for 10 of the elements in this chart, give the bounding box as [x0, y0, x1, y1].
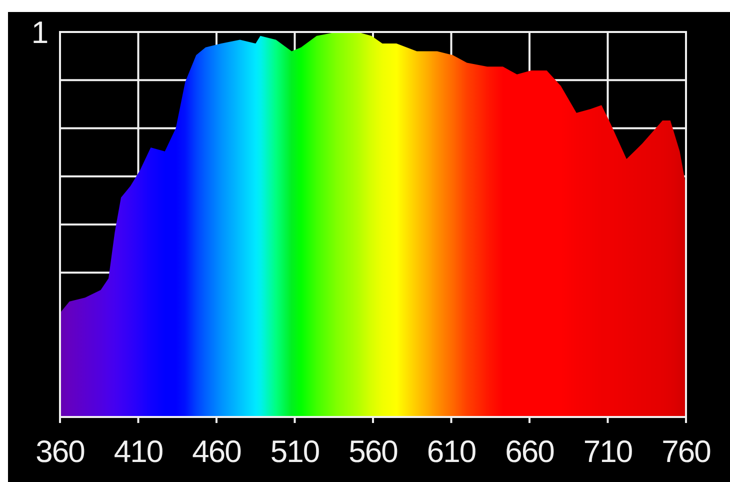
- x-tick-label: 610: [426, 434, 476, 469]
- x-tick-label: 510: [270, 434, 320, 469]
- x-tick-label: 560: [348, 434, 398, 469]
- y-tick-label: 1: [31, 14, 49, 50]
- x-tick-label: 460: [192, 434, 242, 469]
- x-tick-label: 410: [114, 434, 164, 469]
- x-tick-label: 760: [662, 434, 712, 469]
- x-tick-label: 360: [36, 434, 86, 469]
- x-tick-label: 660: [505, 434, 555, 469]
- x-tick-label: 710: [583, 434, 633, 469]
